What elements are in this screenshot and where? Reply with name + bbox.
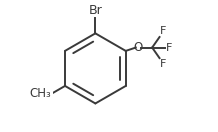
Text: F: F [160, 26, 167, 36]
Text: F: F [166, 43, 172, 53]
Text: CH₃: CH₃ [29, 87, 51, 100]
Text: Br: Br [89, 4, 102, 17]
Text: F: F [160, 59, 167, 69]
Text: O: O [133, 41, 143, 54]
